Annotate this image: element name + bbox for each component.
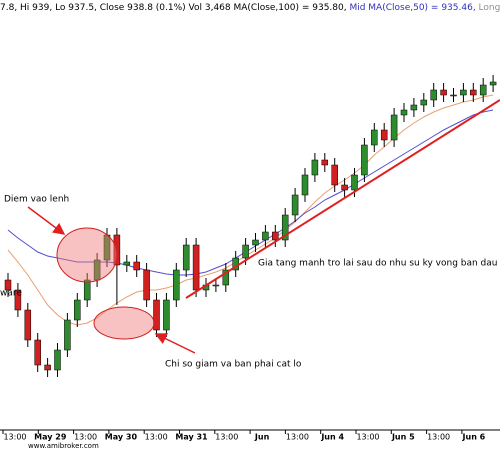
side-text: ware [0, 289, 22, 299]
candle-body [420, 99, 428, 106]
x-tick-label: 13:00 [356, 433, 379, 442]
candle-body [341, 184, 348, 191]
candle-body [173, 269, 180, 301]
candle-body [163, 299, 170, 331]
candle-body [34, 339, 41, 366]
candle-body [262, 231, 269, 241]
candle-body [489, 81, 497, 86]
candle-body [440, 89, 447, 96]
x-tick-label: May 29 [34, 433, 67, 442]
candle-body [351, 174, 358, 191]
candle-body [380, 129, 388, 141]
candle-body [24, 309, 32, 341]
candle-body [74, 299, 81, 321]
candle-body [371, 129, 378, 146]
plot-area: 13:00 May 29 13:00 May 30 13:00 May 31 13:00 Ju… [2, 75, 497, 442]
moving-average [7, 94, 494, 326]
candle-body [281, 214, 289, 241]
x-tick-label: May 31 [175, 433, 208, 442]
x-tick-label: Jun 5 [391, 433, 415, 442]
header: 7.8, Hi 939, Lo 937.5, Close 938.8 (0.1%… [0, 3, 500, 13]
candle-body [331, 164, 338, 186]
annotation: Chi so giam va ban phai cat lo [165, 360, 302, 370]
header-segment: Long MA(Close,200) = 931.35, [479, 3, 500, 13]
candle-body [83, 279, 91, 301]
arrow [154, 333, 196, 354]
x-tick-label: 13:00 [74, 433, 97, 442]
candle-body [400, 109, 408, 116]
candle-body [4, 279, 12, 291]
annotation: Gia tang manh tro lai sau do nhu su ky v… [258, 259, 498, 269]
entry-circle [56, 227, 118, 283]
x-tick-label: Jun [254, 433, 270, 442]
trend-line [185, 99, 500, 299]
candle-body [321, 159, 329, 166]
header-segment: Mid MA(Close,50) = 935.46, [349, 3, 478, 13]
moving-average [7, 109, 494, 276]
x-tick-label: May 30 [105, 433, 138, 442]
footer: www.amibroker.com [28, 442, 99, 450]
candle-body [44, 364, 51, 371]
x-tick-label: 13:00 [145, 433, 168, 442]
x-tick-label: Jun 6 [462, 433, 486, 442]
candle-body [143, 269, 150, 301]
candle-body [123, 261, 131, 266]
candle-body [450, 94, 457, 97]
candle-body [54, 349, 61, 371]
candle-body [14, 289, 22, 311]
candle-body [470, 89, 477, 96]
candle-body [182, 244, 190, 271]
candle-body [311, 159, 319, 176]
arrow [27, 206, 66, 235]
candle-body [301, 174, 309, 196]
candle-body [479, 84, 487, 96]
candle-body [252, 239, 259, 246]
candle-body [291, 194, 299, 216]
candle-body [222, 269, 230, 286]
candle-body [212, 284, 220, 287]
x-tick-label: 13:00 [215, 433, 238, 442]
candle-body [361, 144, 368, 176]
x-tick-label: 13:00 [286, 433, 309, 442]
candle-body [410, 104, 418, 111]
candle-body [192, 244, 200, 291]
x-tick-label: 13:00 [3, 433, 26, 442]
stop-circle [93, 306, 155, 340]
candle-body [133, 261, 140, 271]
candle-body [242, 244, 249, 259]
x-tick-label: Jun 4 [320, 433, 344, 442]
candle-body [430, 89, 437, 101]
candle-body [64, 319, 71, 351]
candle-body [272, 231, 279, 241]
candle-body [153, 299, 160, 331]
candle-body [390, 114, 398, 141]
x-tick-label: 13:00 [427, 433, 450, 442]
header-segment: 7.8, Hi 939, Lo 937.5, Close 938.8 (0.1%… [0, 3, 349, 13]
candle-body [460, 89, 467, 96]
annotation: Diem vao lenh [4, 195, 69, 205]
